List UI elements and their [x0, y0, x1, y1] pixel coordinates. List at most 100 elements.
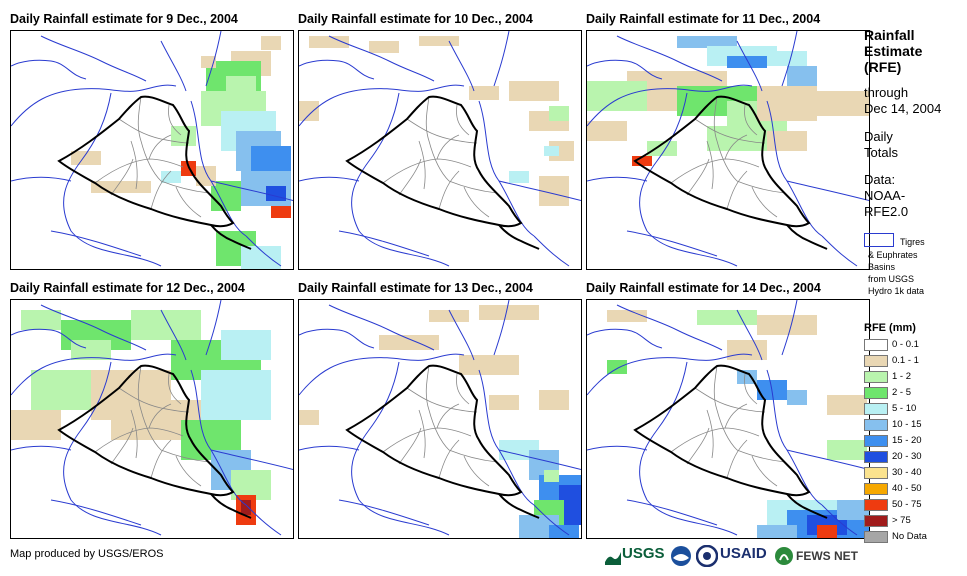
rainfall-cells — [299, 305, 581, 538]
legend-label: 0.1 - 1 — [892, 355, 919, 366]
fews-net-logo: FEWS NET — [796, 549, 858, 563]
legend-label: 10 - 15 — [892, 419, 922, 430]
legend-swatch — [864, 403, 888, 415]
legend-swatch — [864, 467, 888, 479]
usgs-logo: USGS — [622, 545, 665, 562]
legend-swatch — [864, 419, 888, 431]
panel-title: Daily Rainfall estimate for 13 Dec., 200… — [298, 281, 533, 295]
province-lines — [670, 365, 786, 487]
map-credit: Map produced by USGS/EROS — [10, 548, 164, 560]
legend-label: 20 - 30 — [892, 451, 922, 462]
panel-title: Daily Rainfall estimate for 12 Dec., 200… — [10, 281, 245, 295]
legend-swatch — [864, 515, 888, 527]
rainfall-cells — [299, 36, 574, 206]
rainfall-cells — [587, 36, 869, 166]
basin-rivers — [299, 300, 581, 536]
rainfall-panel-1: Daily Rainfall estimate for 9 Dec., 2004 — [10, 8, 294, 278]
province-lines — [382, 365, 498, 487]
legend-label: 40 - 50 — [892, 483, 922, 494]
rainfall-panel-6: Daily Rainfall estimate for 14 Dec., 200… — [586, 277, 870, 547]
rainfall-map — [298, 30, 582, 270]
legend-label: 5 - 10 — [892, 403, 917, 414]
legend-swatch — [864, 483, 888, 495]
legend-item: 0 - 0.1 — [864, 337, 964, 352]
panel-title: Daily Rainfall estimate for 10 Dec., 200… — [298, 12, 533, 26]
noaa-logo-icon — [671, 546, 691, 566]
legend-item: 5 - 10 — [864, 401, 964, 416]
rainfall-map — [10, 299, 294, 539]
legend-label: > 75 — [892, 515, 911, 526]
rainfall-map — [298, 299, 582, 539]
country-border — [57, 95, 235, 228]
rainfall-map — [10, 30, 294, 270]
rfe-legend-title: RFE (mm) — [864, 322, 916, 334]
basin-label-1: Tigres — [900, 237, 925, 247]
panel-title: Daily Rainfall estimate for 14 Dec., 200… — [586, 281, 821, 295]
legend-item: 20 - 30 — [864, 449, 964, 464]
basin-label-5: Hydro 1k data — [868, 286, 925, 296]
legend-item: No Data — [864, 529, 964, 544]
legend-swatch — [864, 435, 888, 447]
rainfall-cells — [71, 36, 291, 269]
legend-item: 30 - 40 — [864, 465, 964, 480]
basin-label-2: & Euphrates — [868, 250, 918, 260]
rainfall-cells — [607, 310, 869, 538]
rainfall-map — [586, 30, 870, 270]
through-date: through Dec 14, 2004 — [864, 85, 942, 116]
legend-item: > 75 — [864, 513, 964, 528]
basin-label-4: from USGS — [868, 274, 915, 284]
rainfall-map — [586, 299, 870, 539]
basin-rivers — [587, 300, 869, 536]
basin-rivers — [587, 31, 869, 267]
legend-item: 2 - 5 — [864, 385, 964, 400]
legend-swatch — [864, 451, 888, 463]
daily-totals: Daily Totals — [864, 129, 898, 160]
legend-swatch — [864, 387, 888, 399]
legend-swatch — [864, 371, 888, 383]
legend-item: 40 - 50 — [864, 481, 964, 496]
legend-swatch — [864, 355, 888, 367]
rainfall-panel-5: Daily Rainfall estimate for 13 Dec., 200… — [298, 277, 582, 547]
legend-label: 30 - 40 — [892, 467, 922, 478]
province-lines — [94, 96, 210, 218]
legend-label: 1 - 2 — [892, 371, 912, 382]
panel-title: Daily Rainfall estimate for 9 Dec., 2004 — [10, 12, 238, 26]
legend-swatch — [864, 339, 888, 351]
basin-label-3: Basins — [868, 262, 896, 272]
data-source: Data: NOAA- RFE2.0 — [864, 172, 909, 219]
basin-rivers — [11, 300, 293, 536]
country-border — [57, 364, 235, 497]
country-border — [633, 95, 811, 228]
legend-item: 0.1 - 1 — [864, 353, 964, 368]
legend-swatch — [864, 531, 888, 543]
basin-swatch — [864, 233, 894, 247]
province-lines — [94, 365, 210, 487]
legend-item: 10 - 15 — [864, 417, 964, 432]
legend-label: 2 - 5 — [892, 387, 912, 398]
legend-item: 50 - 75 — [864, 497, 964, 512]
legend-label: 0 - 0.1 — [892, 339, 919, 350]
rainfall-panel-2: Daily Rainfall estimate for 10 Dec., 200… — [298, 8, 582, 278]
legend-swatch — [864, 499, 888, 511]
legend-item: 1 - 2 — [864, 369, 964, 384]
doi-seal-icon — [696, 545, 718, 567]
basin-rivers — [299, 31, 581, 267]
country-border — [345, 95, 523, 228]
rainfall-panel-3: Daily Rainfall estimate for 11 Dec., 200… — [586, 8, 870, 278]
usgs-logo-icon — [605, 552, 621, 565]
legend-sidebar: Rainfall Estimate (RFE) through Dec 14, … — [864, 0, 967, 576]
province-lines — [382, 96, 498, 218]
usaid-logo: USAID — [720, 545, 767, 562]
legend-label: 50 - 75 — [892, 499, 922, 510]
basin-rivers — [11, 31, 293, 267]
country-border — [345, 364, 523, 497]
country-border — [633, 364, 811, 497]
fews-logo-icon — [775, 547, 793, 565]
legend-label: 15 - 20 — [892, 435, 922, 446]
province-lines — [670, 96, 786, 218]
logo-strip: USGS USAID FEWS NET — [604, 544, 866, 568]
panel-title: Daily Rainfall estimate for 11 Dec., 200… — [586, 12, 821, 26]
rainfall-panel-4: Daily Rainfall estimate for 12 Dec., 200… — [10, 277, 294, 547]
legend-title: Rainfall Estimate (RFE) — [864, 27, 923, 75]
legend-item: 15 - 20 — [864, 433, 964, 448]
